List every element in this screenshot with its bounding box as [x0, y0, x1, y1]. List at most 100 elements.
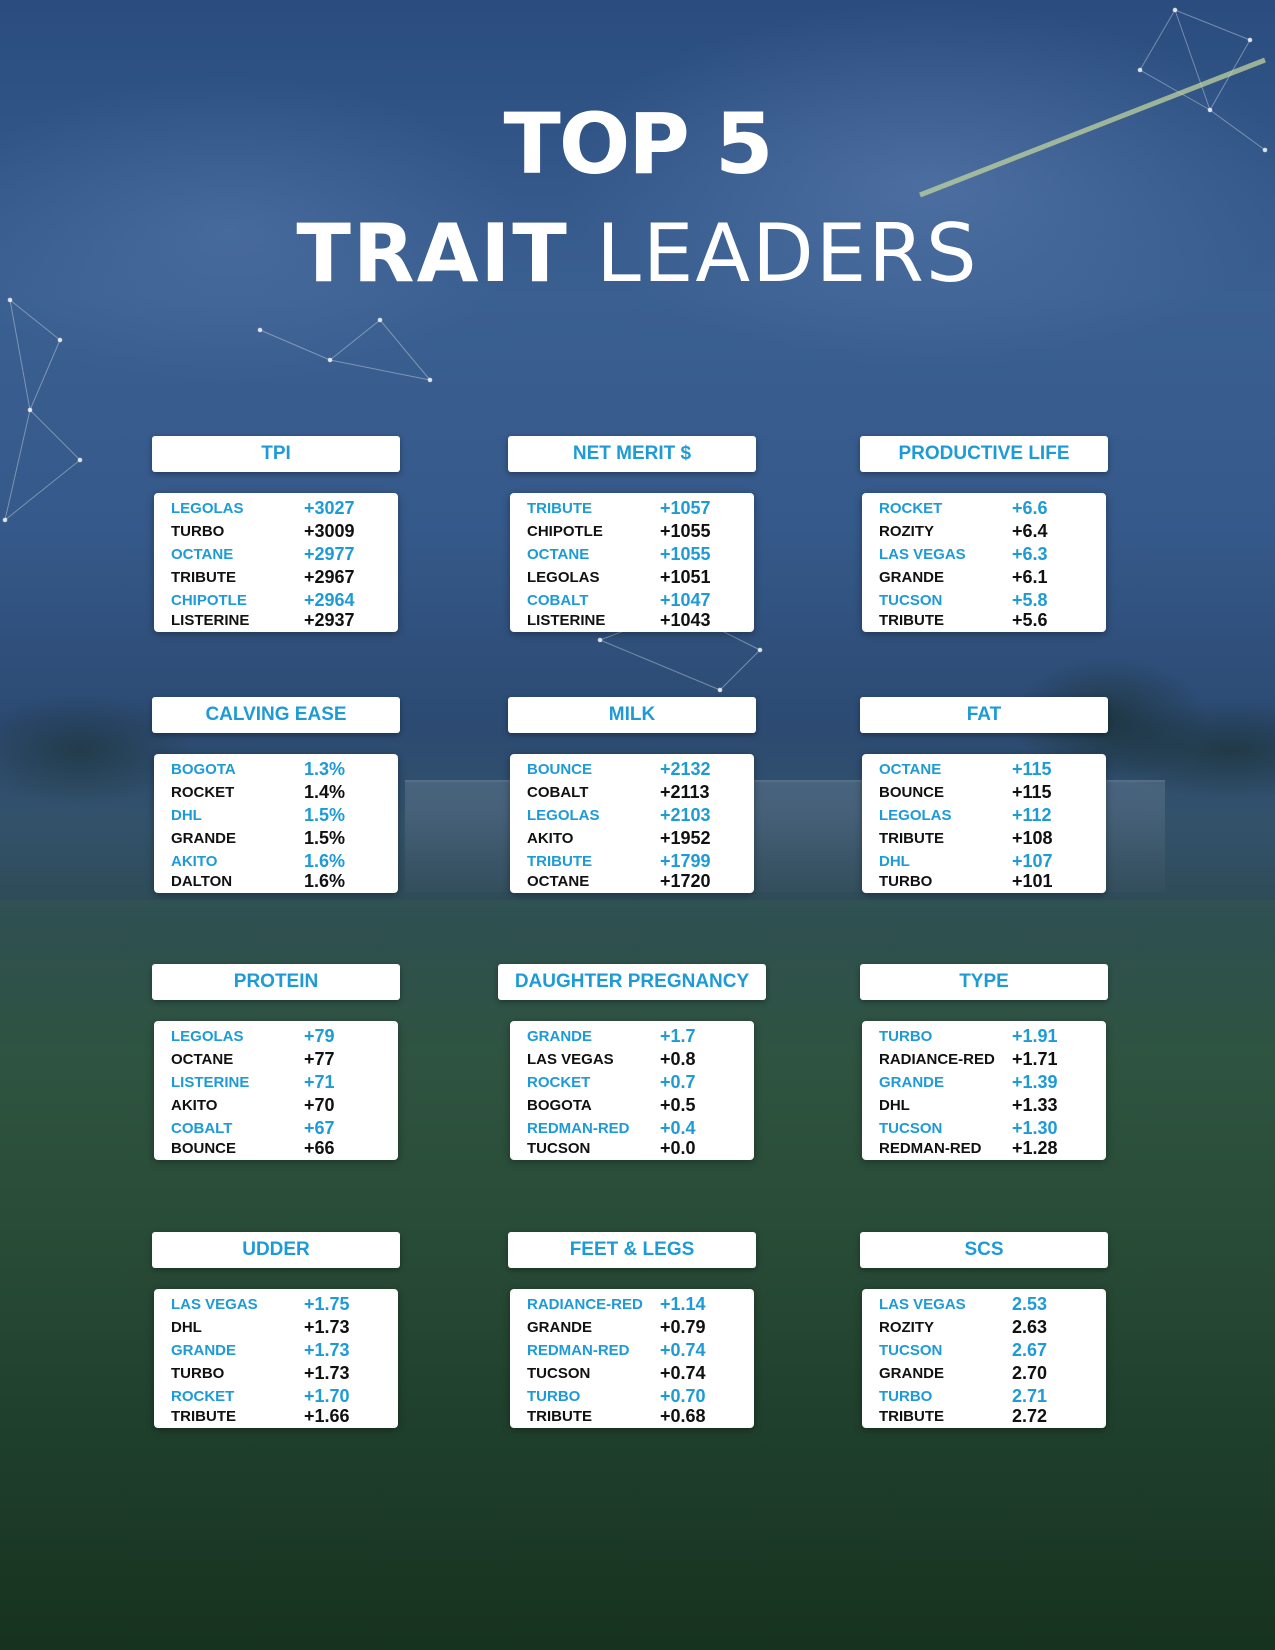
trait-value: +1.91 — [1012, 1026, 1058, 1046]
trait-value: +1047 — [660, 590, 711, 610]
bull-name: OCTANE — [879, 761, 942, 778]
bull-name: TUCSON — [879, 1120, 943, 1137]
list-item: DALTON 1.6% — [154, 870, 398, 893]
trait-card-title: DAUGHTER PREGNANCY — [498, 964, 766, 1000]
trait-value: 2.67 — [1012, 1340, 1048, 1360]
list-item: TURBO +3009 — [154, 520, 398, 543]
trait-value: +2937 — [304, 610, 355, 630]
list-item: DHL 1.5% — [154, 804, 398, 827]
list-item: GRANDE +6.1 — [862, 566, 1106, 589]
trait-value: 2.71 — [1012, 1386, 1048, 1406]
list-item: TURBO +1.73 — [154, 1362, 398, 1385]
list-item: REDMAN-RED +1.28 — [862, 1137, 1106, 1160]
list-item: AKITO +1952 — [510, 827, 754, 850]
title-leaders: LEADERS — [596, 207, 979, 300]
list-item: AKITO +70 — [154, 1094, 398, 1117]
trait-value: +0.7 — [660, 1072, 696, 1092]
list-item: OCTANE +115 — [862, 758, 1106, 781]
list-item: OCTANE +2977 — [154, 543, 398, 566]
bull-name: LAS VEGAS — [527, 1051, 614, 1068]
bull-name: AKITO — [527, 830, 574, 847]
bull-name: ROCKET — [527, 1074, 591, 1091]
bull-name: BOGOTA — [171, 761, 236, 778]
list-item: REDMAN-RED +0.74 — [510, 1339, 754, 1362]
bull-name: TUCSON — [879, 1342, 943, 1359]
bull-name: RADIANCE-RED — [879, 1051, 995, 1068]
list-item: TRIBUTE +2967 — [154, 566, 398, 589]
bull-name: COBALT — [171, 1120, 233, 1137]
trait-value: +1.7 — [660, 1026, 696, 1046]
trait-card-title: FEET & LEGS — [508, 1232, 756, 1268]
bull-name: DHL — [879, 1097, 910, 1114]
trait-value: +0.0 — [660, 1138, 696, 1158]
bull-name: TURBO — [879, 873, 933, 890]
list-item: GRANDE +1.7 — [510, 1025, 754, 1048]
list-item: ROCKET 1.4% — [154, 781, 398, 804]
bull-name: BOGOTA — [527, 1097, 592, 1114]
list-item: BOUNCE +115 — [862, 781, 1106, 804]
bull-name: GRANDE — [879, 569, 945, 586]
trait-value: +0.4 — [660, 1118, 696, 1138]
list-item: TUCSON +0.74 — [510, 1362, 754, 1385]
list-item: REDMAN-RED +0.4 — [510, 1117, 754, 1140]
list-item: BOUNCE +2132 — [510, 758, 754, 781]
trait-value: +0.68 — [660, 1406, 706, 1426]
bull-name: OCTANE — [171, 546, 234, 563]
bull-name: TRIBUTE — [879, 1408, 944, 1425]
bull-name: TURBO — [171, 1365, 225, 1382]
trait-card-title: PROTEIN — [152, 964, 400, 1000]
trait-value: 1.5% — [304, 828, 346, 848]
list-item: CHIPOTLE +2964 — [154, 589, 398, 612]
trait-value: +1720 — [660, 871, 711, 891]
trait-value: 1.4% — [304, 782, 346, 802]
bull-name: TURBO — [171, 523, 225, 540]
bull-name: TRIBUTE — [527, 1408, 592, 1425]
trait-value: +2964 — [304, 590, 355, 610]
trait-value: 1.6% — [304, 871, 346, 891]
trait-value: +70 — [304, 1095, 335, 1115]
trait-card-list: LEGOLAS +3027 TURBO +3009 OCTANE +2977 TRIB… — [154, 493, 398, 632]
list-item: TRIBUTE 2.72 — [862, 1405, 1106, 1428]
bull-name: LAS VEGAS — [171, 1296, 258, 1313]
trait-value: +2103 — [660, 805, 711, 825]
list-item: TRIBUTE +5.6 — [862, 609, 1106, 632]
trait-card-list: RADIANCE-RED +1.14 GRANDE +0.79 REDMAN-RED… — [510, 1289, 754, 1428]
trait-card-title: SCS — [860, 1232, 1108, 1268]
bull-name: TUCSON — [527, 1140, 591, 1157]
list-item: COBALT +67 — [154, 1117, 398, 1140]
list-item: BOGOTA +0.5 — [510, 1094, 754, 1117]
list-item: ROZITY 2.63 — [862, 1316, 1106, 1339]
title-trait-leaders: TRAIT LEADERS — [0, 214, 1275, 294]
bull-name: LISTERINE — [171, 612, 250, 629]
list-item: COBALT +2113 — [510, 781, 754, 804]
bull-name: TRIBUTE — [527, 853, 592, 870]
list-item: BOUNCE +66 — [154, 1137, 398, 1160]
trait-value: +1952 — [660, 828, 711, 848]
list-item: AKITO 1.6% — [154, 850, 398, 873]
list-item: LEGOLAS +112 — [862, 804, 1106, 827]
list-item: LAS VEGAS +0.8 — [510, 1048, 754, 1071]
list-item: TRIBUTE +108 — [862, 827, 1106, 850]
bull-name: TRIBUTE — [171, 1408, 236, 1425]
list-item: BOGOTA 1.3% — [154, 758, 398, 781]
trait-card-list: BOUNCE +2132 COBALT +2113 LEGOLAS +2103 AKI… — [510, 754, 754, 893]
trait-value: +0.70 — [660, 1386, 706, 1406]
bull-name: BOUNCE — [171, 1140, 237, 1157]
list-item: DHL +1.33 — [862, 1094, 1106, 1117]
list-item: CHIPOTLE +1055 — [510, 520, 754, 543]
trait-value: +115 — [1012, 782, 1052, 802]
trait-value: +1.39 — [1012, 1072, 1058, 1092]
trait-value: +1057 — [660, 498, 711, 518]
trait-value: +71 — [304, 1072, 335, 1092]
trait-card-list: LAS VEGAS 2.53 ROZITY 2.63 TUCSON 2.67 GRAN… — [862, 1289, 1106, 1428]
trait-card-list: ROCKET +6.6 ROZITY +6.4 LAS VEGAS +6.3 GRAN… — [862, 493, 1106, 632]
bull-name: ROCKET — [879, 500, 943, 517]
trait-card-list: OCTANE +115 BOUNCE +115 LEGOLAS +112 TRIBUT… — [862, 754, 1106, 893]
list-item: COBALT +1047 — [510, 589, 754, 612]
bull-name: ROZITY — [879, 523, 934, 540]
trait-card-title: UDDER — [152, 1232, 400, 1268]
bull-name: TUCSON — [879, 592, 943, 609]
trait-card-list: BOGOTA 1.3% ROCKET 1.4% DHL 1.5% GRANDE 1.5%… — [154, 754, 398, 893]
trait-value: +6.6 — [1012, 498, 1048, 518]
list-item: GRANDE +1.73 — [154, 1339, 398, 1362]
